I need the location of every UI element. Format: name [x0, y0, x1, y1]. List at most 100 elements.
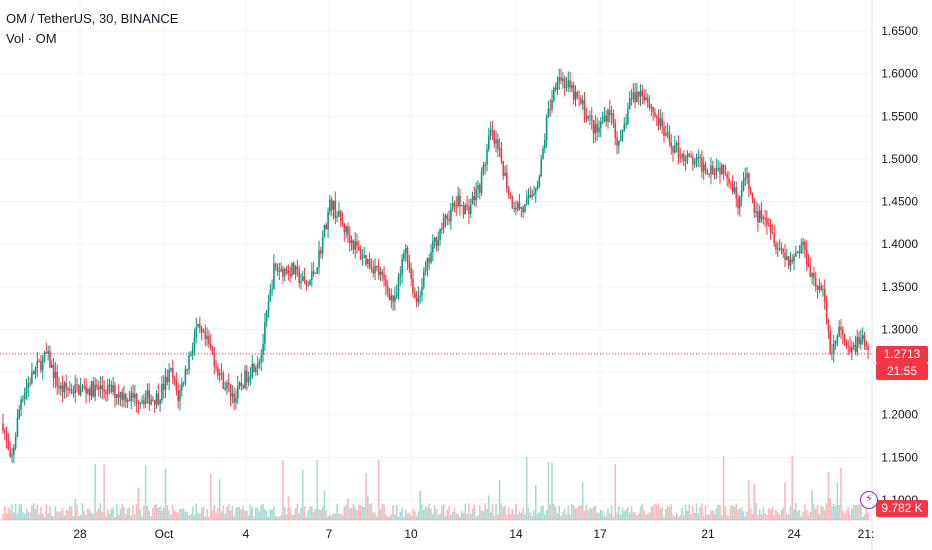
candle-body	[524, 204, 526, 213]
candle-body	[296, 266, 299, 270]
candle-body	[7, 440, 10, 450]
candle-body	[838, 327, 840, 336]
candle-body	[20, 399, 22, 410]
candle-body	[854, 344, 857, 353]
volume-bar	[193, 515, 196, 520]
candle-body	[229, 384, 232, 397]
candle-body	[155, 393, 158, 405]
candle-body	[121, 391, 123, 401]
volume-bar	[56, 511, 58, 520]
time-axis[interactable]: 28 Oct 4 7 10 14 17 21 24 21:	[73, 527, 874, 541]
candle-body	[446, 215, 449, 220]
candle-body	[489, 129, 492, 136]
candle-body	[404, 247, 407, 254]
volume-bar	[657, 503, 660, 520]
candle-body	[27, 383, 30, 388]
volume-legend[interactable]: Vol · OM	[6, 31, 57, 46]
candle-body	[652, 106, 654, 113]
volume-bar	[645, 514, 647, 520]
candle-body	[706, 170, 709, 174]
candle-body	[856, 336, 859, 353]
volume-bar	[632, 511, 635, 520]
candle-body	[690, 155, 692, 158]
volume-bar	[572, 505, 575, 520]
candle-body	[13, 447, 15, 455]
lightning-icon[interactable]: ⚡	[860, 491, 878, 509]
volume-bar	[206, 509, 208, 520]
candle-body	[563, 78, 566, 88]
volume-bar	[674, 516, 676, 520]
candle-body	[851, 346, 853, 353]
candle-body	[273, 263, 275, 290]
volume-bar	[13, 512, 15, 520]
candle-body	[554, 87, 557, 90]
candle-body	[162, 383, 165, 390]
candle-body	[648, 103, 651, 108]
volume-bar	[271, 509, 273, 520]
candle-body	[666, 132, 669, 134]
volume-bar	[426, 507, 429, 520]
candle-body	[29, 383, 31, 385]
candle-body	[637, 91, 640, 97]
symbol-title[interactable]: OM / TetherUS, 30, BINANCE	[6, 11, 179, 26]
volume-bar	[81, 503, 84, 520]
candle-body	[497, 139, 499, 149]
volume-bar	[798, 509, 801, 520]
candle-body	[246, 370, 248, 383]
candle-body	[276, 266, 279, 272]
candle-body	[540, 159, 542, 177]
candle-body	[657, 117, 660, 126]
volume-bar	[665, 508, 667, 520]
volume-bar	[847, 506, 850, 520]
candle-body	[504, 172, 506, 176]
volume-bar	[258, 511, 261, 520]
candle-body	[818, 285, 821, 290]
volume-bar	[513, 514, 515, 520]
candle-body	[215, 366, 217, 368]
candle-body	[509, 194, 512, 197]
volume-bar	[282, 460, 284, 520]
volume-bar	[625, 509, 627, 520]
volume-bar	[793, 508, 795, 520]
price-axis[interactable]: 1.6500 1.6000 1.5500 1.5000 1.4500 1.4000 1.35…	[881, 24, 918, 507]
candle-body	[153, 399, 156, 405]
candle-body	[186, 369, 189, 371]
volume-bar	[726, 515, 729, 520]
candle-body	[85, 386, 87, 394]
candle-body	[359, 249, 362, 259]
candle-body	[567, 80, 570, 87]
candle-body	[749, 188, 752, 194]
volume-bar	[63, 515, 66, 520]
candle-body	[188, 355, 190, 370]
candle-body	[4, 430, 6, 433]
volume-bar	[130, 515, 133, 520]
candle-body	[773, 232, 775, 244]
candle-body	[542, 148, 544, 160]
candle-body	[793, 256, 795, 262]
candle-body	[764, 217, 766, 219]
candle-body	[473, 195, 476, 201]
volume-bar	[742, 511, 745, 520]
time-tick-label: Oct	[155, 527, 174, 541]
volume-bar	[294, 508, 297, 520]
volume-bar	[274, 515, 277, 520]
volume-bar	[376, 516, 378, 520]
price-tick-label: 1.5000	[881, 152, 918, 166]
candle-body	[191, 348, 194, 355]
candle-body	[307, 285, 310, 287]
volume-bar	[780, 509, 783, 520]
volume-bar	[540, 506, 542, 520]
volume-bar	[764, 513, 766, 520]
candle-body	[646, 97, 649, 104]
volume-bar	[94, 463, 96, 520]
candle-body	[477, 185, 479, 189]
volume-bar	[417, 511, 420, 520]
candle-body	[469, 204, 472, 214]
volume-bar	[450, 515, 452, 520]
volume-bar	[849, 514, 851, 520]
volume-bar	[153, 504, 156, 520]
candle-body	[399, 273, 402, 278]
price-tick-label: 1.3500	[881, 280, 918, 294]
candle-body	[289, 274, 291, 276]
